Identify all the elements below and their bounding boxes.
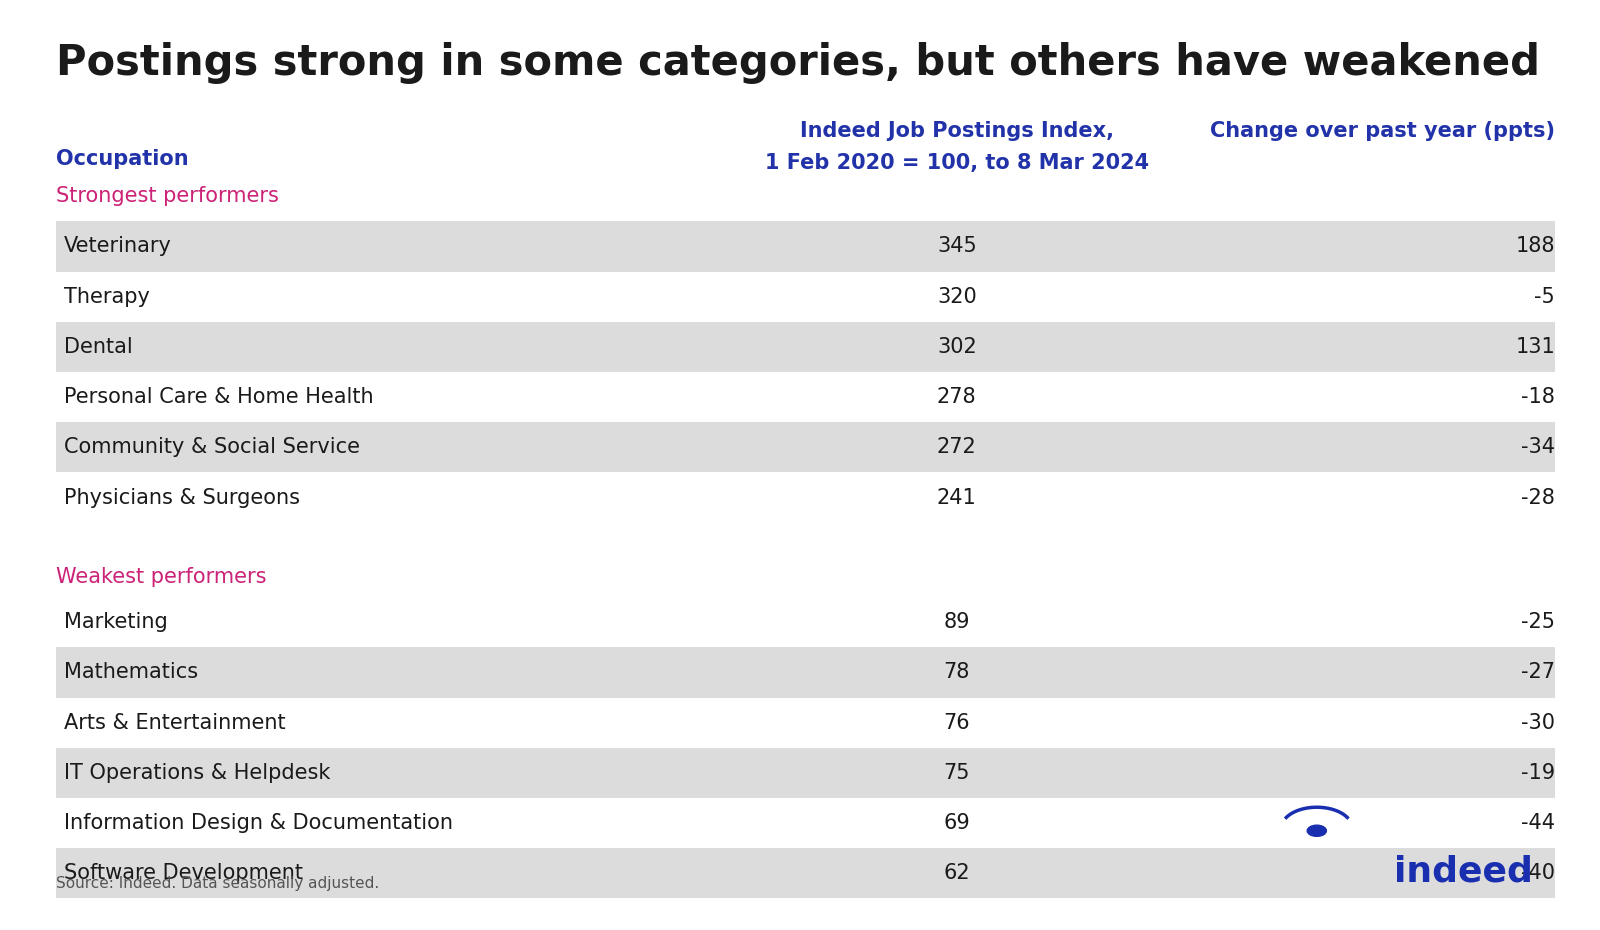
- Text: Source: Indeed. Data seasonally adjusted.: Source: Indeed. Data seasonally adjusted…: [56, 876, 379, 891]
- Text: IT Operations & Helpdesk: IT Operations & Helpdesk: [64, 763, 330, 783]
- Text: -18: -18: [1522, 387, 1555, 407]
- Text: 188: 188: [1515, 236, 1555, 257]
- Text: 302: 302: [938, 337, 976, 357]
- Text: -27: -27: [1522, 662, 1555, 683]
- Text: Marketing: Marketing: [64, 612, 168, 632]
- Text: -34: -34: [1522, 437, 1555, 458]
- Text: Information Design & Documentation: Information Design & Documentation: [64, 813, 453, 833]
- Text: 75: 75: [944, 763, 970, 783]
- Text: Occupation: Occupation: [56, 149, 189, 169]
- Text: Software Development: Software Development: [64, 863, 302, 884]
- Text: 78: 78: [944, 662, 970, 683]
- Text: -25: -25: [1522, 612, 1555, 632]
- Text: Weakest performers: Weakest performers: [56, 567, 267, 588]
- Text: Veterinary: Veterinary: [64, 236, 171, 257]
- Text: Postings strong in some categories, but others have weakened: Postings strong in some categories, but …: [56, 42, 1539, 84]
- Text: -5: -5: [1534, 286, 1555, 307]
- Text: Strongest performers: Strongest performers: [56, 186, 278, 206]
- Text: Therapy: Therapy: [64, 286, 150, 307]
- Text: Arts & Entertainment: Arts & Entertainment: [64, 712, 286, 733]
- Text: Dental: Dental: [64, 337, 133, 357]
- Text: 1 Feb 2020 = 100, to 8 Mar 2024: 1 Feb 2020 = 100, to 8 Mar 2024: [765, 153, 1149, 174]
- Text: 272: 272: [938, 437, 976, 458]
- Text: Personal Care & Home Health: Personal Care & Home Health: [64, 387, 374, 407]
- Text: 278: 278: [938, 387, 976, 407]
- Text: 131: 131: [1515, 337, 1555, 357]
- Text: 76: 76: [944, 712, 970, 733]
- Text: 89: 89: [944, 612, 970, 632]
- Text: -28: -28: [1522, 487, 1555, 508]
- Text: -30: -30: [1522, 712, 1555, 733]
- Text: Physicians & Surgeons: Physicians & Surgeons: [64, 487, 301, 508]
- Text: -40: -40: [1522, 863, 1555, 884]
- Text: Indeed Job Postings Index,: Indeed Job Postings Index,: [800, 121, 1114, 141]
- Circle shape: [1307, 825, 1326, 836]
- Text: 241: 241: [938, 487, 976, 508]
- Text: Community & Social Service: Community & Social Service: [64, 437, 360, 458]
- Text: Mathematics: Mathematics: [64, 662, 198, 683]
- Text: -44: -44: [1522, 813, 1555, 833]
- Text: 320: 320: [938, 286, 976, 307]
- Text: indeed: indeed: [1394, 854, 1533, 888]
- Text: -19: -19: [1522, 763, 1555, 783]
- Text: 345: 345: [938, 236, 976, 257]
- Text: 62: 62: [944, 863, 970, 884]
- Text: Change over past year (ppts): Change over past year (ppts): [1210, 121, 1555, 141]
- Text: 69: 69: [944, 813, 970, 833]
